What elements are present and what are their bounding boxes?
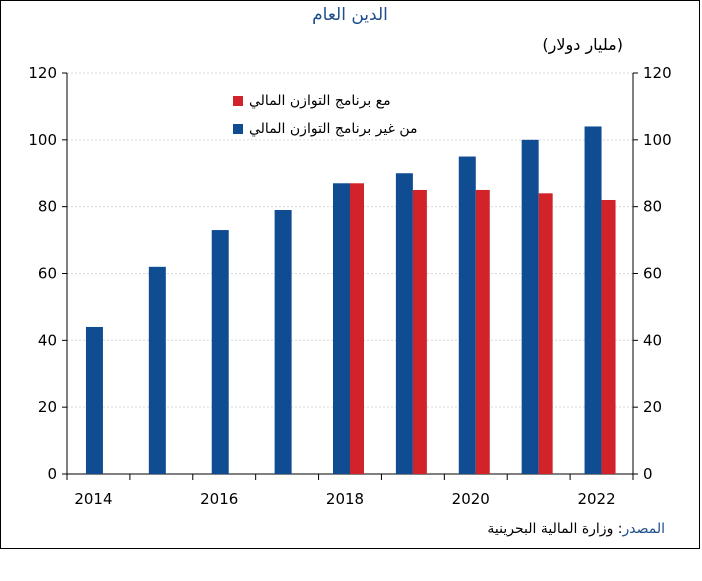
y-tick-label-right: 0 (643, 465, 653, 483)
unit-label: (مليار دولار) (542, 35, 623, 54)
legend-item-without-program: من غير برنامج التوازن المالي (233, 115, 418, 143)
bar-with-program (475, 189, 490, 475)
source-note: المصدر: وزارة المالية البحرينية (487, 521, 665, 537)
chart-frame: الدين العام (مليار دولار) 0 0 20 20 40 40 60 60… (0, 0, 700, 549)
y-tick-label-left: 60 (38, 265, 57, 283)
bar-with-program (350, 183, 364, 474)
y-tick-label-right: 40 (643, 331, 662, 349)
y-tick-label-left: 20 (38, 398, 57, 416)
bar-without-program (85, 326, 103, 474)
bar-without-program (458, 156, 476, 474)
x-tick-label: 2020 (452, 490, 490, 508)
bar-without-program (395, 173, 413, 474)
bar-with-program (538, 193, 553, 475)
y-tick-label-right: 120 (643, 64, 672, 82)
y-tick-label-left: 40 (38, 331, 57, 349)
legend-swatch-red (233, 96, 243, 106)
y-tick-label-right: 60 (643, 265, 662, 283)
bar-without-program (148, 266, 166, 474)
source-text: : وزارة المالية البحرينية (487, 521, 623, 537)
y-tick-label-left: 100 (28, 131, 57, 149)
legend-swatch-blue (233, 124, 243, 134)
x-tick-label: 2016 (200, 490, 238, 508)
x-tick-label: 2014 (74, 490, 112, 508)
legend-label: مع برنامج التوازن المالي (249, 93, 391, 109)
x-tick-label: 2022 (577, 490, 615, 508)
legend-item-with-program: مع برنامج التوازن المالي (233, 87, 418, 115)
y-tick-label-right: 100 (643, 131, 672, 149)
legend: مع برنامج التوازن المالي من غير برنامج ا… (233, 87, 418, 143)
bar-with-program (601, 199, 616, 474)
bar-without-program (274, 210, 292, 474)
x-tick-label: 2018 (326, 490, 364, 508)
chart-title: الدين العام (312, 5, 388, 25)
bar-without-program (584, 126, 602, 474)
bar-without-program (211, 230, 229, 474)
legend-label: من غير برنامج التوازن المالي (249, 121, 418, 137)
y-tick-label-left: 0 (47, 465, 57, 483)
y-tick-label-right: 80 (643, 198, 662, 216)
bar-with-program (412, 189, 427, 475)
source-label: المصدر (622, 521, 666, 537)
y-tick-label-right: 20 (643, 398, 662, 416)
y-tick-label-left: 80 (38, 198, 57, 216)
bar-without-program (521, 139, 539, 475)
y-tick-label-left: 120 (28, 64, 57, 82)
bar-without-program (333, 183, 350, 474)
